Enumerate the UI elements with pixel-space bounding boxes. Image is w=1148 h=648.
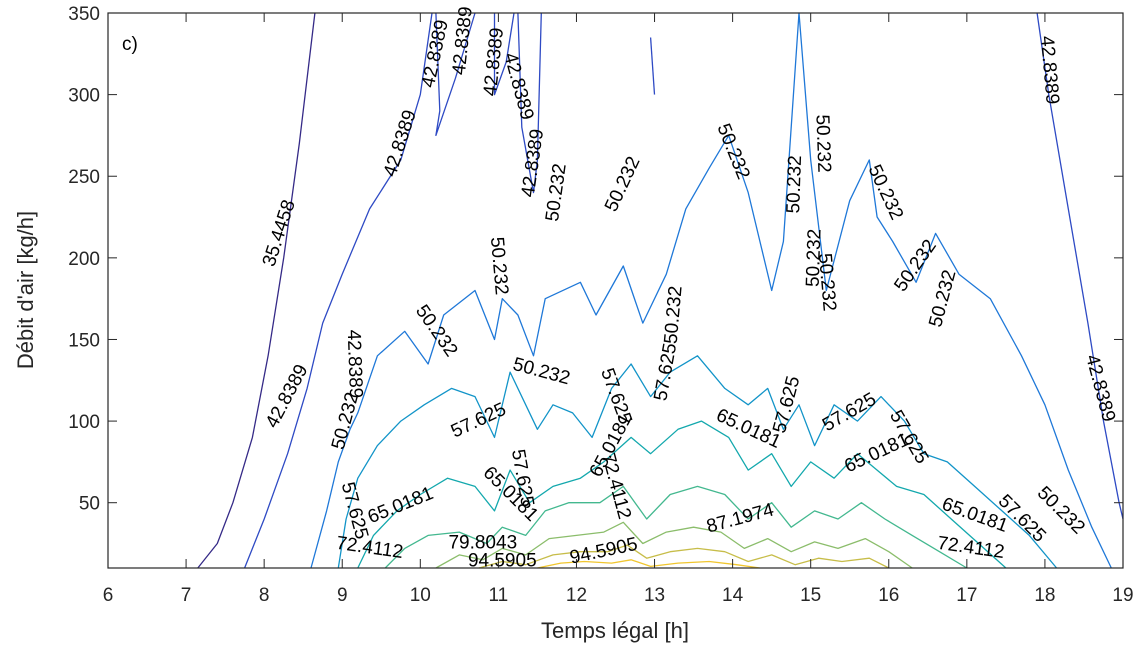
x-tick-label: 13 [644, 585, 665, 606]
contour-label: 50.232 [811, 114, 834, 173]
contour-line [435, 12, 476, 137]
contour-line [537, 559, 760, 569]
panel-label: c) [122, 34, 138, 55]
contour-line [337, 355, 1058, 569]
x-tick-label: 11 [489, 585, 509, 606]
contour-label: 79.8043 [448, 533, 517, 554]
contour-line [243, 12, 433, 569]
x-tick-label: 16 [878, 585, 899, 606]
axes-box [107, 12, 1124, 569]
x-tick-label: 9 [337, 585, 348, 606]
contour-line [197, 12, 316, 569]
contour-label: 50.232 [803, 228, 826, 287]
contour-line [435, 521, 913, 569]
x-tick-label: 19 [1112, 585, 1133, 606]
plot-area [108, 13, 1123, 568]
y-tick-label: 200 [68, 249, 100, 270]
contour-line [517, 12, 542, 194]
x-tick-label: 6 [103, 585, 114, 606]
y-tick-label: 250 [68, 167, 100, 188]
x-axis-ticks: 6 7 8 9 10 11 12 13 14 15 16 17 18 19 [103, 13, 1134, 606]
contour-line [478, 544, 890, 569]
contour-line [493, 12, 515, 96]
contour-label: 50.232 [783, 155, 806, 214]
y-tick-label: 350 [68, 4, 100, 25]
contour-label: 50.232 [486, 236, 512, 296]
contour-line [384, 485, 968, 569]
contour-line [649, 37, 656, 95]
x-tick-label: 17 [956, 585, 977, 606]
x-tick-label: 8 [259, 585, 270, 606]
y-tick-label: 50 [79, 494, 100, 515]
x-tick-label: 14 [722, 585, 744, 606]
contour-label: 94.5905 [468, 551, 537, 572]
y-axis-ticks: 50 100 150 200 250 300 350 [68, 4, 1123, 515]
contour-label: 50.232 [814, 252, 840, 312]
x-tick-label: 18 [1034, 585, 1055, 606]
contour-label: 42.8389 [343, 329, 366, 398]
x-tick-label: 15 [800, 585, 821, 606]
y-tick-label: 100 [68, 412, 100, 433]
y-tick-label: 150 [68, 330, 100, 351]
contour-line [357, 420, 1007, 569]
x-tick-label: 12 [566, 585, 587, 606]
y-axis-title: Débit d'air [kg/h] [13, 211, 38, 369]
contour-label: 50.232 [661, 285, 687, 345]
x-tick-label: 7 [181, 585, 192, 606]
y-tick-label: 300 [68, 86, 100, 107]
x-tick-label: 10 [410, 585, 431, 606]
x-axis-title: Temps légal [h] [541, 618, 689, 643]
contour-line [310, 12, 1112, 569]
